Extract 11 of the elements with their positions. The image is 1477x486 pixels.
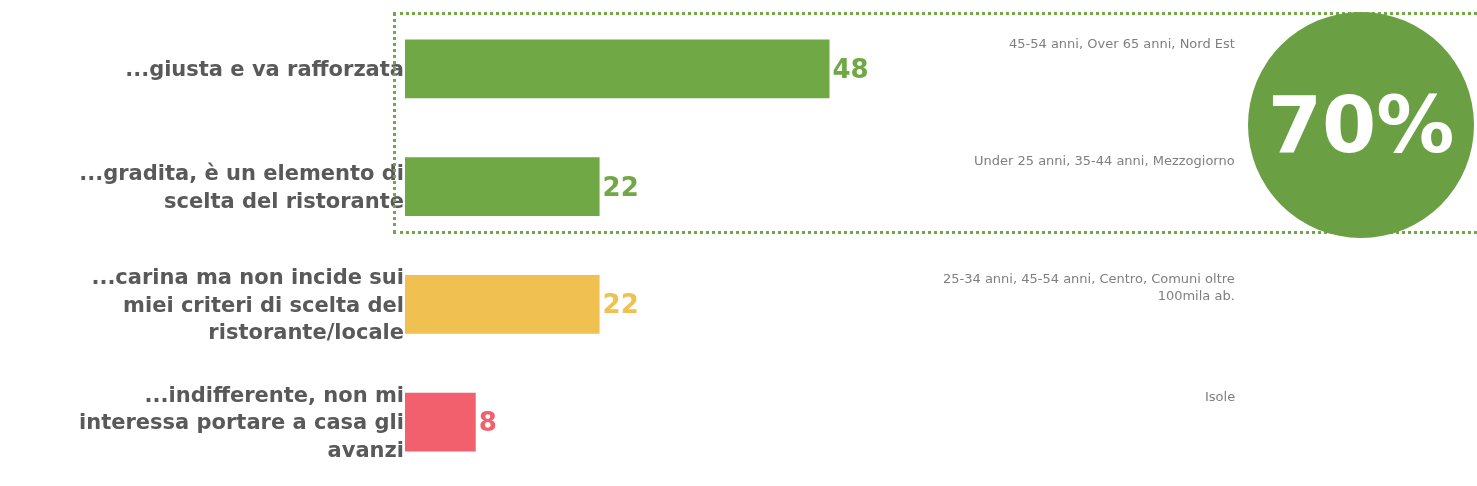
text: 45-54 anni, Over 65 anni, Nord Est <box>1009 36 1235 51</box>
data-label: 8 <box>478 407 497 438</box>
text: Under 25 anni, 35-44 anni, Mezzogiorno <box>974 153 1235 168</box>
y-tick-label: ...carina ma non incide sui miei criteri di scelta del ristorante/locale <box>91 265 404 345</box>
y-tick-label: ...giusta e va rafforzata <box>125 57 404 82</box>
data-label: 22 <box>602 289 639 320</box>
text: Isole <box>1205 389 1236 404</box>
text: 25-34 anni, 45-54 anni, Centro, Comuni oltre 100mila ab. <box>943 271 1235 303</box>
data-label: 22 <box>602 171 639 202</box>
data-label: 48 <box>832 53 869 84</box>
y-tick-label: ...indifferente, non mi interessa portare a casa gli avanzi <box>79 383 404 462</box>
